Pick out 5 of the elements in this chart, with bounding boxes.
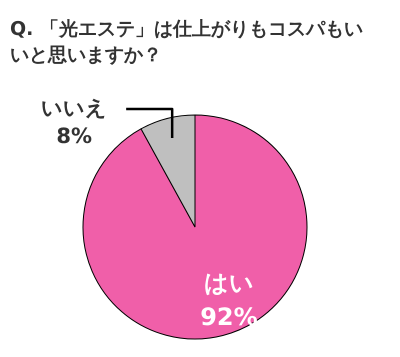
chart-title: Q. 「光エステ」は仕上がりもコスパもいいと思いますか？	[10, 17, 364, 68]
slice-label: いいえ	[41, 96, 108, 120]
data-label: 8%	[56, 124, 92, 148]
data-label: 92%	[200, 303, 258, 332]
slice-label: はい	[204, 269, 254, 298]
